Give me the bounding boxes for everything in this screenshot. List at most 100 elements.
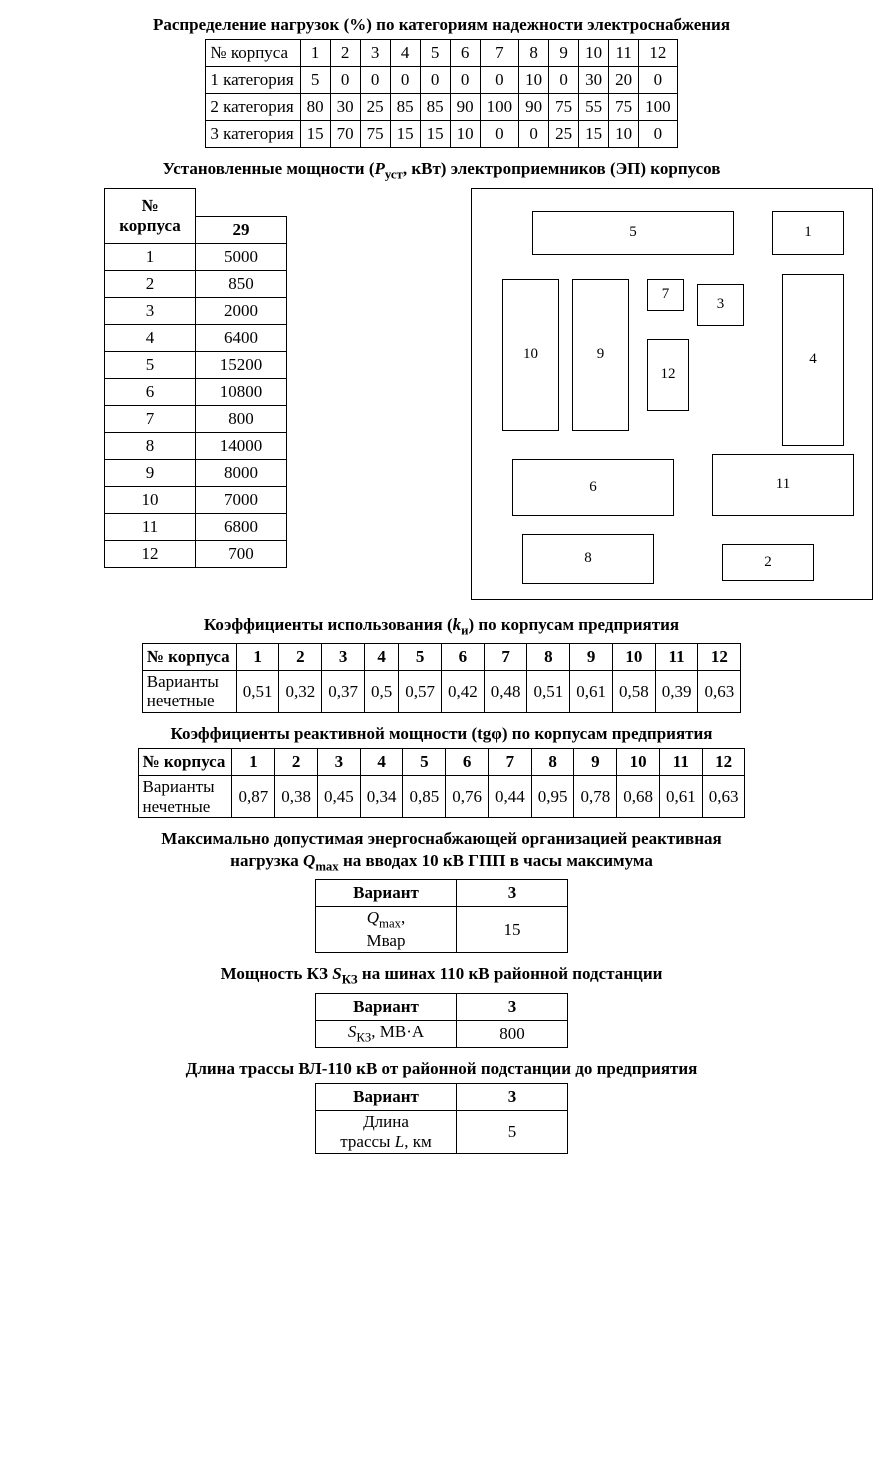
cell: 3 [317, 749, 360, 776]
cell: 0,45 [317, 776, 360, 818]
cell: 15 [579, 121, 609, 148]
cell: 1 категория [206, 67, 300, 94]
section4-title: Коэффициенты реактивной мощности (tgφ) п… [10, 723, 873, 744]
section7-title: Длина трассы ВЛ-110 кВ от районной подст… [10, 1058, 873, 1079]
cell: 75 [609, 94, 639, 121]
cell: 6 [450, 40, 480, 67]
cell: 10 [105, 487, 196, 514]
section1-table: № корпуса1234567891011121 категория50000… [205, 39, 677, 148]
cell: 0,95 [531, 776, 574, 818]
cell: 0,63 [698, 670, 741, 712]
table-row: 2 категория80302585859010090755575100 [206, 94, 677, 121]
cell: 4 [390, 40, 420, 67]
diagram-block-8: 8 [522, 534, 654, 584]
table-row: Вариант3 [316, 879, 568, 906]
table-row: № корпуса123456789101112 [206, 40, 677, 67]
table-row: № корпуса123456789101112 [142, 643, 740, 670]
table-row: Вариантынечетные0,510,320,370,50,570,420… [142, 670, 740, 712]
cell: 15 [300, 121, 330, 148]
table-row: № корпуса123456789101112 [138, 749, 745, 776]
cell: 0,48 [484, 670, 527, 712]
cell: 12 [698, 643, 741, 670]
cell: 29 [196, 217, 287, 244]
cell: 25 [549, 121, 579, 148]
cell: 12 [105, 541, 196, 568]
diagram-block-11: 11 [712, 454, 854, 516]
cell: 2 [105, 271, 196, 298]
cell: 7 [488, 749, 531, 776]
layout-diagram: 511097312461182 [471, 188, 873, 600]
cell: 9 [574, 749, 617, 776]
table-row: SКЗ, МВ·А800 [316, 1020, 568, 1047]
cell: 0,42 [441, 670, 484, 712]
cell: 850 [196, 271, 287, 298]
cell: 0 [519, 121, 549, 148]
cell: 100 [480, 94, 519, 121]
table-row: 12700 [105, 541, 287, 568]
section5-title: Максимально допустимая энергоснабжающей … [10, 828, 873, 875]
table-row: 1 категория500000010030200 [206, 67, 677, 94]
cell: 1 [236, 643, 279, 670]
cell: 0,57 [399, 670, 442, 712]
cell: 0 [549, 67, 579, 94]
cell: 4 [105, 325, 196, 352]
cell: 0 [360, 67, 390, 94]
cell: 11 [609, 40, 639, 67]
cell: 1 [232, 749, 275, 776]
cell: 15200 [196, 352, 287, 379]
table-row: 515200 [105, 352, 287, 379]
cell: 0,5 [364, 670, 398, 712]
cell: 0,63 [702, 776, 745, 818]
table-row: 814000 [105, 433, 287, 460]
table-row: Qmax,Мвар15 [316, 906, 568, 952]
cell: 100 [639, 94, 678, 121]
cell [196, 188, 287, 217]
cell: 55 [579, 94, 609, 121]
cell: 0 [420, 67, 450, 94]
section6-title: Мощность КЗ SКЗ на шинах 110 кВ районной… [10, 963, 873, 988]
cell: 8 [527, 643, 570, 670]
diagram-block-6: 6 [512, 459, 674, 516]
cell: 3 [457, 993, 568, 1020]
cell: 0,39 [655, 670, 698, 712]
cell: 15 [390, 121, 420, 148]
diagram-block-1: 1 [772, 211, 844, 255]
diagram-block-2: 2 [722, 544, 814, 581]
cell: 11 [655, 643, 698, 670]
cell: 85 [420, 94, 450, 121]
section7-table: Вариант3Длинатрассы L, км5 [315, 1083, 568, 1154]
section6-table: Вариант3SКЗ, МВ·А800 [315, 993, 568, 1048]
cell: 10 [609, 121, 639, 148]
cell: 4 [360, 749, 403, 776]
cell: 90 [519, 94, 549, 121]
diagram-block-3: 3 [697, 284, 744, 326]
cell: 0,58 [612, 670, 655, 712]
table-row: 116800 [105, 514, 287, 541]
cell: 3 [360, 40, 390, 67]
section3-table: № корпуса123456789101112Вариантынечетные… [142, 643, 741, 713]
cell: 6400 [196, 325, 287, 352]
cell: Вариантынечетные [142, 670, 236, 712]
diagram-block-9: 9 [572, 279, 629, 431]
diagram-block-7: 7 [647, 279, 684, 311]
cell: 9 [549, 40, 579, 67]
cell: 20 [609, 67, 639, 94]
cell: 10800 [196, 379, 287, 406]
cell: 10 [450, 121, 480, 148]
cell: 0 [480, 67, 519, 94]
cell: 0,51 [236, 670, 279, 712]
cell: 3 [105, 298, 196, 325]
cell: 5 [457, 1110, 568, 1153]
cell: 3 [457, 879, 568, 906]
table-row: 98000 [105, 460, 287, 487]
cell: 9 [105, 460, 196, 487]
diagram-block-4: 4 [782, 274, 844, 446]
cell: 8 [105, 433, 196, 460]
cell: 6 [441, 643, 484, 670]
cell: Длинатрассы L, км [316, 1110, 457, 1153]
cell: № корпуса [206, 40, 300, 67]
cell: 8 [531, 749, 574, 776]
cell: 15 [420, 121, 450, 148]
table-row: 15000 [105, 244, 287, 271]
cell: 8000 [196, 460, 287, 487]
